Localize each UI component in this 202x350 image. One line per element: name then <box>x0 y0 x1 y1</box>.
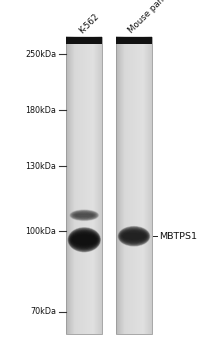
Ellipse shape <box>123 233 144 239</box>
Text: 180kDa: 180kDa <box>25 106 56 115</box>
Ellipse shape <box>121 231 146 242</box>
Ellipse shape <box>76 215 92 216</box>
Ellipse shape <box>75 239 93 241</box>
Ellipse shape <box>74 214 93 217</box>
Ellipse shape <box>75 214 93 217</box>
Ellipse shape <box>71 233 96 247</box>
Ellipse shape <box>122 232 144 240</box>
Ellipse shape <box>76 214 92 216</box>
Bar <box>116 37 151 44</box>
Ellipse shape <box>74 213 94 217</box>
Text: 250kDa: 250kDa <box>25 50 56 59</box>
Ellipse shape <box>74 237 94 243</box>
Ellipse shape <box>69 230 98 250</box>
Ellipse shape <box>69 229 99 251</box>
Ellipse shape <box>73 236 95 244</box>
Ellipse shape <box>72 211 96 219</box>
Ellipse shape <box>68 228 100 252</box>
Text: 70kDa: 70kDa <box>30 307 56 316</box>
Ellipse shape <box>119 228 148 244</box>
Text: K-562: K-562 <box>77 12 100 35</box>
Ellipse shape <box>118 228 148 245</box>
Ellipse shape <box>72 212 96 219</box>
Ellipse shape <box>75 238 93 242</box>
Ellipse shape <box>120 230 146 243</box>
Ellipse shape <box>122 231 145 241</box>
Ellipse shape <box>73 212 95 218</box>
Text: Mouse pancreas: Mouse pancreas <box>126 0 182 35</box>
Text: MBTPS1: MBTPS1 <box>158 232 196 241</box>
Text: 100kDa: 100kDa <box>25 226 56 236</box>
Ellipse shape <box>118 227 149 246</box>
Bar <box>66 37 101 44</box>
Ellipse shape <box>73 235 95 245</box>
Ellipse shape <box>120 229 147 244</box>
Ellipse shape <box>70 231 98 248</box>
Ellipse shape <box>70 210 98 220</box>
Ellipse shape <box>71 211 97 220</box>
Ellipse shape <box>72 234 96 246</box>
Bar <box>66 37 101 334</box>
Ellipse shape <box>124 234 142 238</box>
Ellipse shape <box>124 234 143 239</box>
Ellipse shape <box>125 236 142 237</box>
Ellipse shape <box>70 210 97 220</box>
Text: 130kDa: 130kDa <box>25 162 56 171</box>
Ellipse shape <box>70 232 97 248</box>
Bar <box>116 37 151 334</box>
Ellipse shape <box>73 212 95 218</box>
